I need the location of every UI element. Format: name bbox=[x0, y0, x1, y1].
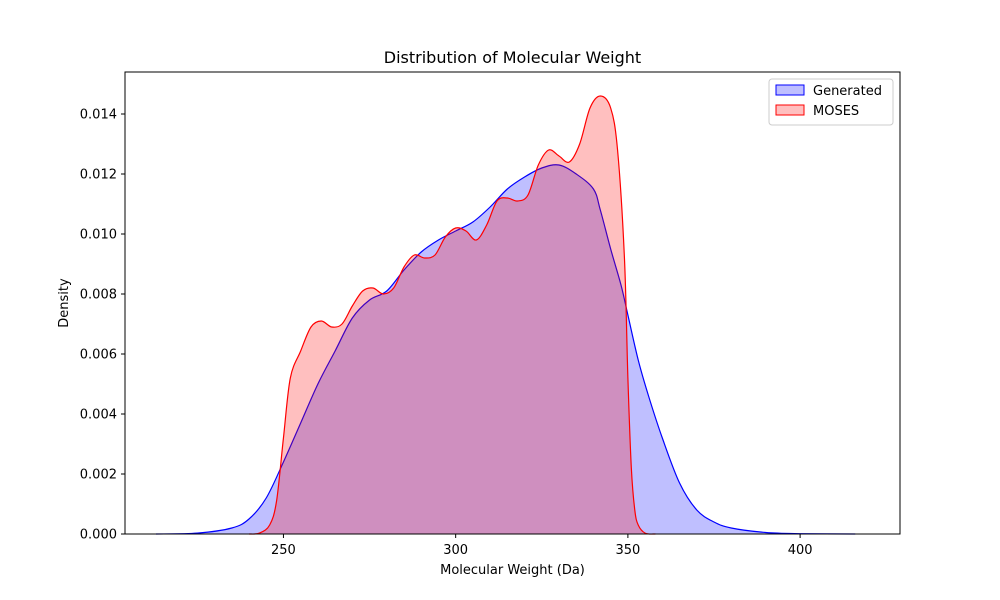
legend-swatch-moses bbox=[775, 104, 805, 116]
x-axis: 250 300 350 400 bbox=[271, 534, 813, 558]
series-line-generated bbox=[155, 164, 856, 535]
y-tick-label: 0.006 bbox=[80, 348, 117, 363]
legend: Generated MOSES bbox=[768, 78, 894, 126]
y-axis-label: Density bbox=[57, 278, 72, 328]
y-axis: 0.000 0.002 0.004 0.006 0.008 0.010 0.012 0.014 bbox=[80, 108, 125, 543]
y-tick-label: 0.008 bbox=[80, 288, 117, 303]
legend-label-moses: MOSES bbox=[813, 104, 859, 119]
legend-box bbox=[768, 78, 894, 126]
legend-label-generated: Generated bbox=[813, 84, 882, 99]
series-area-moses bbox=[249, 96, 656, 535]
x-tick-label: 350 bbox=[615, 543, 640, 558]
series-line-moses bbox=[248, 95, 656, 535]
plot-frame bbox=[124, 71, 901, 535]
legend-swatch-generated bbox=[775, 84, 805, 96]
y-tick-label: 0.004 bbox=[80, 408, 117, 423]
y-tick-label: 0.002 bbox=[80, 468, 117, 483]
series-area-generated bbox=[156, 164, 856, 534]
y-tick-label: 0.014 bbox=[80, 108, 117, 123]
y-tick-label: 0.012 bbox=[80, 168, 117, 183]
y-tick-label: 0.000 bbox=[80, 528, 117, 543]
x-tick-label: 250 bbox=[271, 543, 296, 558]
x-tick-label: 400 bbox=[788, 543, 813, 558]
chart-title: Distribution of Molecular Weight bbox=[384, 48, 641, 67]
series-layer bbox=[155, 95, 856, 535]
x-tick-label: 300 bbox=[443, 543, 468, 558]
x-axis-label: Molecular Weight (Da) bbox=[440, 563, 585, 578]
y-tick-label: 0.010 bbox=[80, 228, 117, 243]
